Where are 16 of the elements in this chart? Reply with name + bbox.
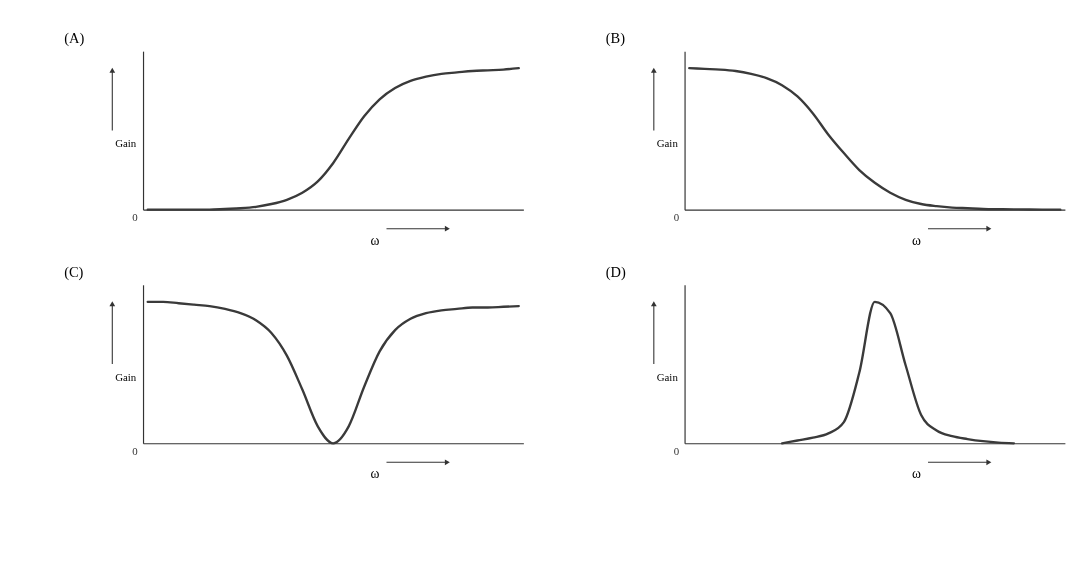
y-axis-title: Gain [115,137,137,150]
x-axis-title: ω [370,466,380,482]
x-axis-title: ω [911,466,921,482]
x-axis-title: ω [370,232,380,248]
chart-title: (C) [64,263,84,281]
y-axis-title: Gain [115,370,137,383]
text: 0 [132,211,139,224]
text: 0 [673,445,680,458]
chart-title: (D) [605,263,626,281]
x-axis-title: ω [911,232,921,248]
text: 0 [673,211,680,224]
y-axis-title: Gain [656,137,679,150]
chart-title: (A) [64,30,85,48]
chart-title: (B) [605,30,626,48]
text: 0 [132,445,139,458]
y-axis-title: Gain [656,370,679,383]
